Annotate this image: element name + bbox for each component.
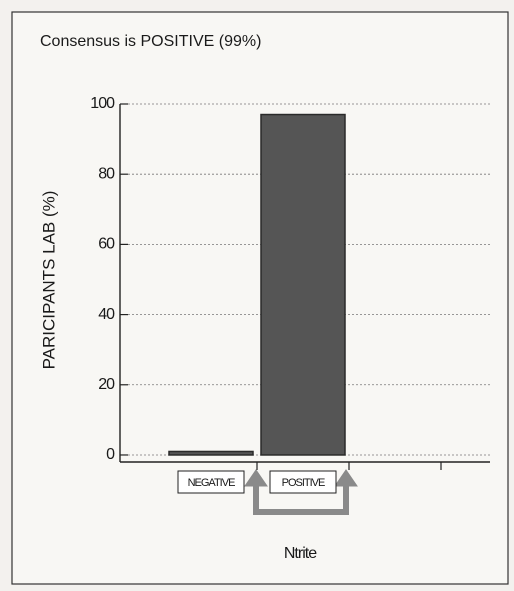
y-axis-label: PARICIPANTS LAB (%) — [39, 191, 58, 370]
frame — [11, 11, 509, 585]
x-tick-label: NEGATIVE — [188, 477, 235, 489]
arrows — [244, 469, 358, 515]
y-tick-label: 80 — [98, 165, 115, 182]
bar — [260, 113, 346, 456]
bar — [168, 450, 254, 456]
y-tick-label: 0 — [106, 446, 115, 463]
x-label-box — [269, 470, 337, 494]
x-label-box — [177, 470, 245, 494]
x-axis-label: Ntrite — [284, 545, 317, 562]
x-tick-label: POSITIVE — [282, 477, 325, 489]
y-tick-label: 60 — [98, 236, 115, 253]
y-tick-label: 20 — [98, 376, 115, 393]
y-tick-label: 40 — [98, 306, 115, 323]
y-tick-label: 100 — [90, 95, 115, 112]
chart-title: Consensus is POSITIVE (99%) — [40, 33, 261, 50]
